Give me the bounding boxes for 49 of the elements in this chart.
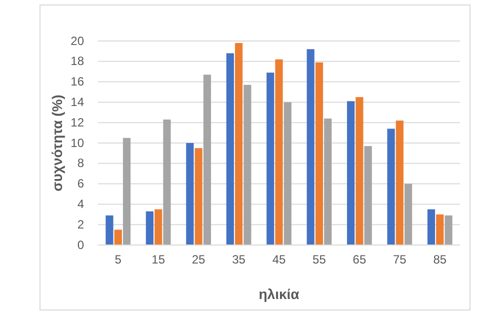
- bar: [387, 128, 395, 245]
- y-tick-label: 16: [70, 74, 84, 89]
- y-tick-label: 4: [77, 197, 84, 212]
- x-tick-label: 5: [114, 252, 122, 267]
- bar: [186, 143, 194, 245]
- x-tick-label: 75: [392, 252, 407, 267]
- bar: [356, 97, 364, 245]
- bar: [203, 74, 211, 245]
- bar: [114, 230, 122, 245]
- y-tick-label: 8: [77, 156, 84, 170]
- bar: [154, 209, 162, 245]
- y-tick-label: 12: [70, 115, 84, 130]
- x-tick-label: 35: [232, 252, 246, 267]
- y-axis-title: συχνότητα (%): [49, 94, 65, 192]
- x-tick-label: 45: [272, 252, 286, 267]
- bar: [364, 146, 372, 245]
- bar: [106, 215, 114, 245]
- bar: [396, 120, 404, 245]
- y-tick-label: 18: [70, 54, 84, 68]
- bar: [324, 118, 332, 245]
- x-tick-label: 55: [312, 252, 326, 267]
- bar: [347, 101, 355, 245]
- y-tick-label: 2: [77, 217, 84, 232]
- bar: [163, 120, 171, 245]
- bar: [122, 138, 131, 245]
- x-tick-label: 15: [152, 252, 166, 267]
- bar: [194, 148, 202, 245]
- bar: [404, 184, 412, 245]
- y-tick-label: 14: [70, 95, 84, 110]
- bar: [315, 62, 324, 245]
- y-tick-label: 0: [77, 238, 84, 252]
- x-tick-label: 85: [433, 252, 447, 267]
- bar: [275, 59, 283, 245]
- bar: [226, 53, 234, 245]
- y-tick-label: 10: [70, 136, 84, 150]
- x-axis-title: ηλικία: [258, 286, 300, 302]
- bar: [444, 215, 452, 245]
- bar: [436, 214, 444, 245]
- bar: [284, 102, 292, 245]
- x-tick-label: 65: [352, 252, 366, 267]
- bar: [146, 211, 154, 245]
- y-tick-label: 20: [70, 34, 84, 48]
- bar: [306, 49, 314, 245]
- bar: [266, 72, 274, 245]
- x-tick-label: 25: [192, 252, 206, 267]
- y-tick-label: 6: [77, 176, 84, 191]
- bar: [427, 209, 436, 245]
- bar: [244, 84, 252, 245]
- bar: [234, 43, 243, 245]
